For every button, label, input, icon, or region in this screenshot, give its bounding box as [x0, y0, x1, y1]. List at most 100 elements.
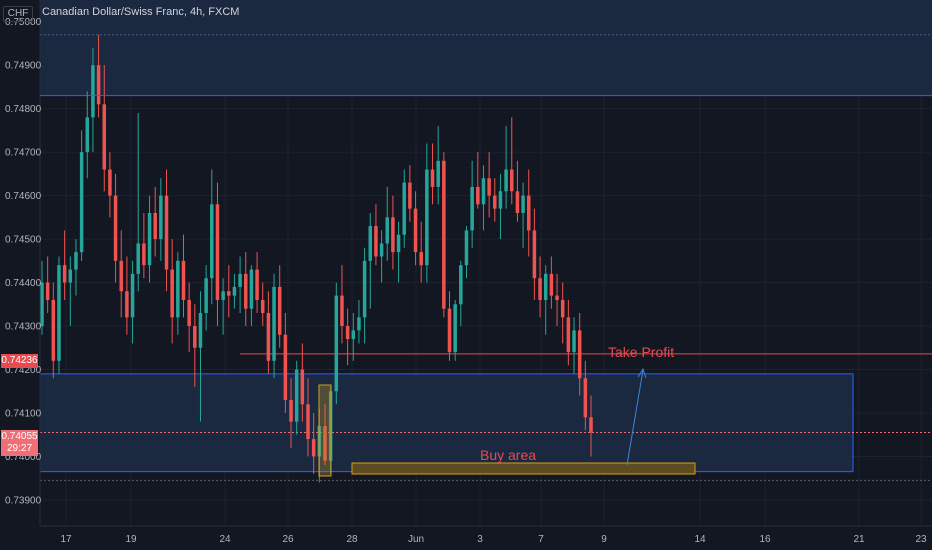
time-tick-label: 21: [853, 534, 865, 545]
currency-label[interactable]: CHF: [3, 6, 33, 22]
candle-body: [113, 195, 118, 261]
time-axis[interactable]: 17 19 24 26 28 Jun 3 7 9 14 16 21 23: [40, 525, 932, 545]
candle-body: [159, 195, 163, 240]
candle-body: [40, 282, 44, 327]
time-tick-label: 17: [60, 534, 72, 545]
time-tick-label: 7: [538, 534, 544, 545]
price-tick-label: 0.74100: [5, 408, 42, 419]
candle-body: [176, 260, 180, 318]
candle-body: [408, 182, 412, 209]
candle-body: [289, 399, 293, 422]
time-tick-label: 19: [125, 534, 137, 545]
support-zone: [39, 373, 854, 473]
candle-body: [379, 243, 384, 257]
candle-body: [555, 295, 559, 300]
candle-body: [532, 230, 537, 279]
candle-body: [498, 191, 503, 209]
time-tick-label: 24: [219, 534, 231, 545]
candle-body: [515, 191, 520, 214]
candle-body: [476, 186, 480, 205]
price-axis[interactable]: 0.75000 0.74900 0.74800 0.74700 0.74600 0.745…: [0, 0, 42, 550]
price-tick-label: 0.74900: [5, 61, 42, 72]
candle-body: [238, 273, 242, 287]
candle-body: [521, 195, 525, 214]
price-tick-label: 0.74800: [5, 104, 42, 115]
price-axis-bg: [0, 0, 40, 550]
candle-body: [260, 299, 265, 313]
candle-body: [300, 369, 305, 405]
time-tick-label: Jun: [408, 534, 424, 545]
candle-body: [402, 182, 406, 235]
candle-body: [51, 299, 56, 361]
candle-body: [340, 295, 344, 327]
candle-body: [108, 169, 112, 196]
candle-body: [368, 226, 373, 261]
candle-body: [362, 260, 367, 318]
candle-body: [504, 169, 508, 192]
target-arrow: [626, 367, 647, 466]
candle-body: [549, 273, 554, 296]
candle-body: [470, 186, 474, 231]
candle-body: [419, 252, 423, 266]
candle-body: [243, 273, 248, 309]
candle-body: [193, 326, 197, 348]
candle-body: [136, 243, 140, 274]
candle-body: [374, 226, 378, 257]
candle-body: [589, 417, 593, 433]
candle-body: [79, 152, 84, 253]
candle-body: [543, 273, 548, 300]
candle-body: [306, 404, 310, 440]
price-tick-label: 0.74200: [5, 365, 42, 376]
candle-body: [464, 230, 469, 266]
time-tick-label: 3: [477, 534, 483, 545]
candle-body: [125, 291, 129, 318]
candle-body: [130, 273, 135, 318]
current-price-tag: 0.74055 29:27: [1, 430, 38, 456]
candle-body: [170, 269, 174, 318]
candle-body: [283, 334, 288, 400]
resistance-zone: [40, 0, 932, 96]
candle-body: [277, 286, 282, 335]
candle-body: [351, 330, 356, 340]
candle-body: [560, 299, 565, 318]
candle-body: [266, 312, 271, 361]
price-tick-label: 0.74000: [5, 452, 42, 463]
candle-body: [227, 291, 231, 296]
price-tick-label: 0.74700: [5, 148, 42, 159]
candle-body: [119, 260, 123, 292]
candle-body: [45, 282, 50, 300]
time-tick-label: 14: [694, 534, 706, 545]
candle-body: [142, 243, 146, 266]
candle-body: [91, 65, 95, 118]
candle-body: [453, 304, 457, 353]
candle-body: [204, 278, 208, 313]
candle-body: [74, 252, 78, 270]
candle-body: [526, 195, 531, 231]
candle-body: [334, 295, 339, 392]
candle-body: [572, 330, 576, 353]
time-tick-label: 9: [601, 534, 607, 545]
candle-body: [447, 308, 452, 353]
candle-body: [164, 195, 169, 270]
candle-body: [62, 265, 67, 283]
candle-body: [487, 178, 491, 196]
highlight-candle-box: [318, 384, 332, 477]
price-tick-label: 0.73900: [5, 495, 42, 506]
price-tick-label: 0.74600: [5, 191, 42, 202]
candle-body: [311, 439, 316, 457]
candle-body: [232, 286, 237, 296]
candle-body: [385, 217, 390, 244]
candle-body: [198, 312, 203, 348]
candle-body: [294, 369, 299, 422]
countdown-value: 29:27: [6, 443, 33, 454]
candle-body: [391, 217, 395, 253]
candle-body: [249, 269, 254, 309]
chart-title: Canadian Dollar/Swiss Franc, 4h, FXCM: [42, 6, 240, 18]
buy-area-box: [351, 462, 696, 475]
candle-body: [396, 234, 401, 253]
candle-body: [357, 317, 361, 331]
candle-body: [272, 286, 276, 361]
candle-body: [425, 169, 429, 266]
candle-body: [577, 330, 582, 379]
